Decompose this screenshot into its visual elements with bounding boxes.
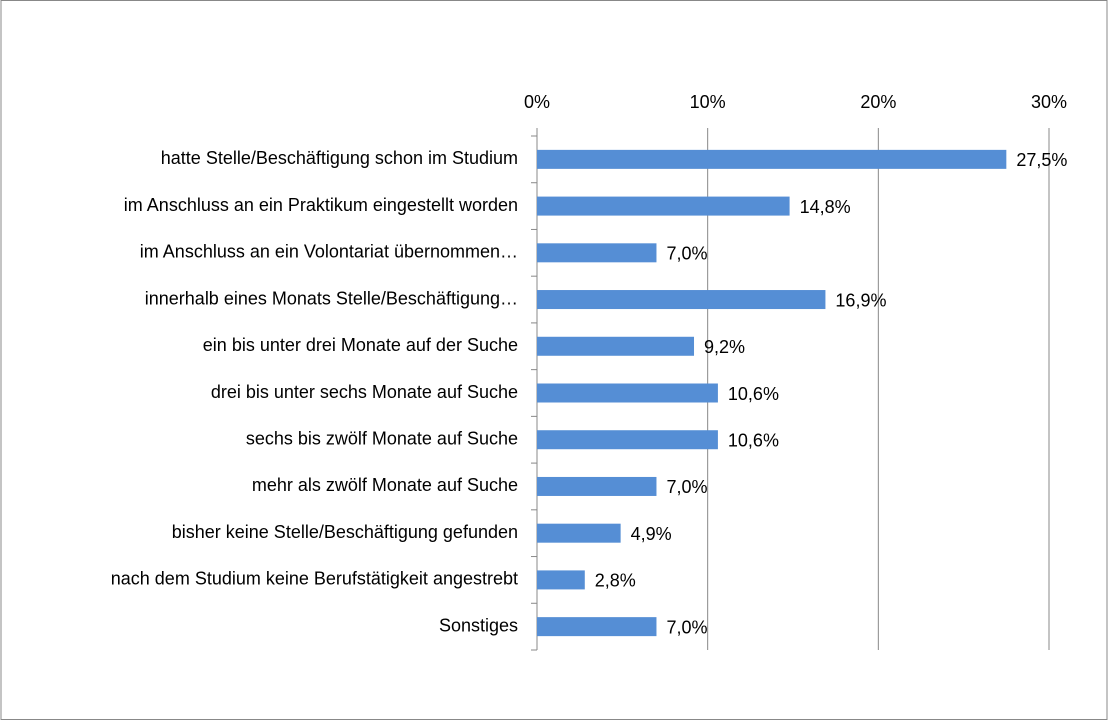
data-label: 16,9% (835, 290, 886, 310)
y-tick-label: nach dem Studium keine Berufstätigkeit a… (111, 569, 518, 589)
bar (537, 430, 718, 450)
data-label: 2,8% (595, 571, 636, 591)
bar (537, 243, 657, 263)
y-tick-label: ein bis unter drei Monate auf der Suche (203, 335, 518, 355)
data-label: 7,0% (666, 617, 707, 637)
bar (537, 290, 826, 310)
bar (537, 617, 657, 637)
x-tick-label: 10% (690, 92, 726, 112)
data-label: 10,6% (728, 430, 779, 450)
y-tick-label: im Anschluss an ein Volontariat übernomm… (140, 242, 518, 262)
data-label: 7,0% (666, 244, 707, 264)
data-label: 14,8% (800, 197, 851, 217)
y-tick-label: im Anschluss an ein Praktikum eingestell… (124, 195, 518, 215)
bar (537, 570, 585, 590)
y-tick-label: Sonstiges (439, 615, 518, 635)
y-tick-label: hatte Stelle/Beschäftigung schon im Stud… (161, 148, 518, 168)
x-tick-label: 0% (524, 92, 550, 112)
bar (537, 196, 790, 216)
data-label: 10,6% (728, 384, 779, 404)
y-tick-label: sechs bis zwölf Monate auf Suche (246, 428, 518, 448)
x-tick-label: 20% (860, 92, 896, 112)
bar (537, 523, 621, 543)
data-label: 7,0% (666, 477, 707, 497)
data-label: 27,5% (1016, 150, 1067, 170)
data-label: 9,2% (704, 337, 745, 357)
y-tick-label: bisher keine Stelle/Beschäftigung gefund… (172, 522, 518, 542)
data-label: 4,9% (631, 524, 672, 544)
bar (537, 383, 718, 403)
x-tick-label: 30% (1031, 92, 1067, 112)
bar (537, 336, 695, 356)
bar (537, 476, 657, 496)
y-tick-label: mehr als zwölf Monate auf Suche (252, 475, 518, 495)
y-tick-label: innerhalb eines Monats Stelle/Beschäftig… (145, 288, 518, 308)
bar (537, 149, 1007, 169)
y-tick-label: drei bis unter sechs Monate auf Suche (211, 382, 518, 402)
